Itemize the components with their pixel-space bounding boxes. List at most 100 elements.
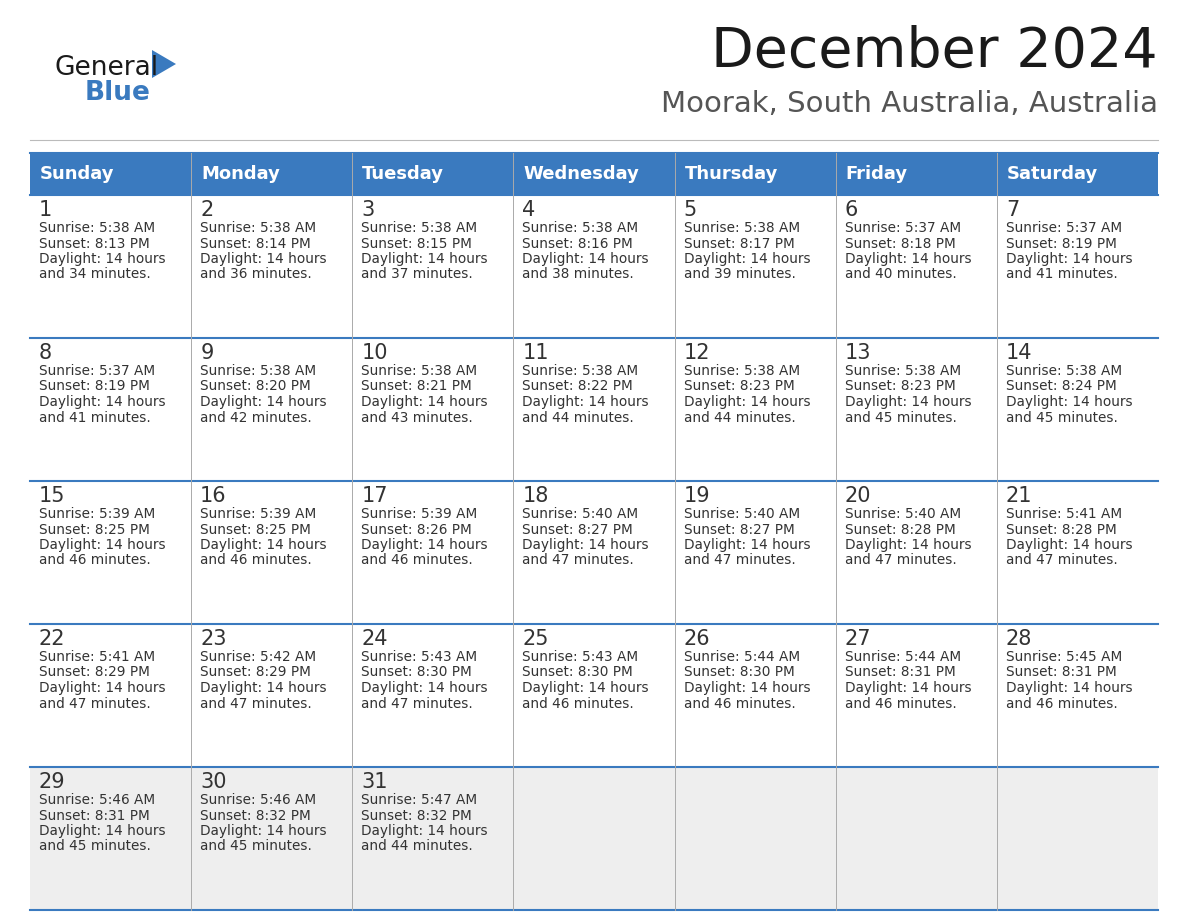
Text: Sunset: 8:30 PM: Sunset: 8:30 PM bbox=[523, 666, 633, 679]
Text: Sunrise: 5:38 AM: Sunrise: 5:38 AM bbox=[845, 364, 961, 378]
Text: Sunrise: 5:41 AM: Sunrise: 5:41 AM bbox=[1006, 507, 1121, 521]
Text: Wednesday: Wednesday bbox=[524, 165, 639, 183]
Polygon shape bbox=[152, 50, 176, 78]
Text: 27: 27 bbox=[845, 629, 871, 649]
Text: 6: 6 bbox=[845, 200, 858, 220]
Text: Sunrise: 5:40 AM: Sunrise: 5:40 AM bbox=[683, 507, 800, 521]
Text: 13: 13 bbox=[845, 343, 871, 363]
Text: and 47 minutes.: and 47 minutes. bbox=[361, 697, 473, 711]
Text: 28: 28 bbox=[1006, 629, 1032, 649]
Bar bbox=[30, 153, 1158, 195]
Text: Sunrise: 5:46 AM: Sunrise: 5:46 AM bbox=[39, 793, 156, 807]
Text: 15: 15 bbox=[39, 486, 65, 506]
Text: and 46 minutes.: and 46 minutes. bbox=[200, 554, 312, 567]
Text: and 44 minutes.: and 44 minutes. bbox=[523, 410, 634, 424]
Text: General: General bbox=[55, 55, 159, 81]
Text: Tuesday: Tuesday bbox=[362, 165, 444, 183]
Text: Daylight: 14 hours: Daylight: 14 hours bbox=[845, 252, 972, 266]
Text: 3: 3 bbox=[361, 200, 374, 220]
Text: and 45 minutes.: and 45 minutes. bbox=[1006, 410, 1118, 424]
Text: Sunrise: 5:37 AM: Sunrise: 5:37 AM bbox=[845, 221, 961, 235]
Text: Daylight: 14 hours: Daylight: 14 hours bbox=[200, 538, 327, 552]
Text: Daylight: 14 hours: Daylight: 14 hours bbox=[200, 395, 327, 409]
Text: Daylight: 14 hours: Daylight: 14 hours bbox=[1006, 681, 1132, 695]
Text: Sunrise: 5:37 AM: Sunrise: 5:37 AM bbox=[1006, 221, 1121, 235]
Text: Sunrise: 5:43 AM: Sunrise: 5:43 AM bbox=[361, 650, 478, 664]
Text: and 46 minutes.: and 46 minutes. bbox=[361, 554, 473, 567]
Text: Sunset: 8:15 PM: Sunset: 8:15 PM bbox=[361, 237, 472, 251]
Text: Sunset: 8:16 PM: Sunset: 8:16 PM bbox=[523, 237, 633, 251]
Text: 21: 21 bbox=[1006, 486, 1032, 506]
Text: Sunrise: 5:39 AM: Sunrise: 5:39 AM bbox=[361, 507, 478, 521]
Text: and 41 minutes.: and 41 minutes. bbox=[39, 410, 151, 424]
Text: and 47 minutes.: and 47 minutes. bbox=[200, 697, 312, 711]
Text: Sunset: 8:28 PM: Sunset: 8:28 PM bbox=[845, 522, 955, 536]
Text: Daylight: 14 hours: Daylight: 14 hours bbox=[523, 252, 649, 266]
Text: Blue: Blue bbox=[86, 80, 151, 106]
Text: Sunrise: 5:43 AM: Sunrise: 5:43 AM bbox=[523, 650, 639, 664]
Text: 12: 12 bbox=[683, 343, 710, 363]
Text: Sunset: 8:30 PM: Sunset: 8:30 PM bbox=[683, 666, 795, 679]
Text: Sunrise: 5:38 AM: Sunrise: 5:38 AM bbox=[200, 221, 316, 235]
Text: Daylight: 14 hours: Daylight: 14 hours bbox=[361, 538, 488, 552]
Text: Daylight: 14 hours: Daylight: 14 hours bbox=[200, 824, 327, 838]
Text: and 43 minutes.: and 43 minutes. bbox=[361, 410, 473, 424]
Text: 31: 31 bbox=[361, 772, 387, 792]
Text: Thursday: Thursday bbox=[684, 165, 778, 183]
Text: and 45 minutes.: and 45 minutes. bbox=[845, 410, 956, 424]
Text: 14: 14 bbox=[1006, 343, 1032, 363]
Text: Sunrise: 5:45 AM: Sunrise: 5:45 AM bbox=[1006, 650, 1123, 664]
Text: Sunset: 8:32 PM: Sunset: 8:32 PM bbox=[361, 809, 472, 823]
Text: 30: 30 bbox=[200, 772, 227, 792]
Text: Sunset: 8:13 PM: Sunset: 8:13 PM bbox=[39, 237, 150, 251]
Text: Sunrise: 5:44 AM: Sunrise: 5:44 AM bbox=[683, 650, 800, 664]
Text: Sunrise: 5:39 AM: Sunrise: 5:39 AM bbox=[39, 507, 156, 521]
Text: 26: 26 bbox=[683, 629, 710, 649]
Text: and 46 minutes.: and 46 minutes. bbox=[1006, 697, 1118, 711]
Text: Daylight: 14 hours: Daylight: 14 hours bbox=[683, 252, 810, 266]
Text: Daylight: 14 hours: Daylight: 14 hours bbox=[523, 538, 649, 552]
Text: Saturday: Saturday bbox=[1007, 165, 1098, 183]
Text: Sunrise: 5:37 AM: Sunrise: 5:37 AM bbox=[39, 364, 156, 378]
Text: Daylight: 14 hours: Daylight: 14 hours bbox=[845, 395, 972, 409]
Text: Sunrise: 5:46 AM: Sunrise: 5:46 AM bbox=[200, 793, 316, 807]
Text: Sunset: 8:19 PM: Sunset: 8:19 PM bbox=[1006, 237, 1117, 251]
Text: 10: 10 bbox=[361, 343, 387, 363]
Text: Sunset: 8:28 PM: Sunset: 8:28 PM bbox=[1006, 522, 1117, 536]
Text: December 2024: December 2024 bbox=[712, 25, 1158, 79]
Text: Sunrise: 5:38 AM: Sunrise: 5:38 AM bbox=[361, 221, 478, 235]
Text: and 44 minutes.: and 44 minutes. bbox=[683, 410, 795, 424]
Text: and 45 minutes.: and 45 minutes. bbox=[200, 839, 312, 854]
Text: Sunset: 8:31 PM: Sunset: 8:31 PM bbox=[39, 809, 150, 823]
Text: Daylight: 14 hours: Daylight: 14 hours bbox=[845, 681, 972, 695]
Text: Sunset: 8:18 PM: Sunset: 8:18 PM bbox=[845, 237, 955, 251]
Text: Sunrise: 5:38 AM: Sunrise: 5:38 AM bbox=[523, 221, 639, 235]
Text: Sunset: 8:17 PM: Sunset: 8:17 PM bbox=[683, 237, 795, 251]
Text: Moorak, South Australia, Australia: Moorak, South Australia, Australia bbox=[661, 90, 1158, 118]
Text: Sunset: 8:23 PM: Sunset: 8:23 PM bbox=[683, 379, 795, 394]
Text: Sunrise: 5:38 AM: Sunrise: 5:38 AM bbox=[361, 364, 478, 378]
Text: 9: 9 bbox=[200, 343, 214, 363]
Text: Sunday: Sunday bbox=[40, 165, 114, 183]
Text: and 37 minutes.: and 37 minutes. bbox=[361, 267, 473, 282]
Text: 7: 7 bbox=[1006, 200, 1019, 220]
Text: Sunset: 8:23 PM: Sunset: 8:23 PM bbox=[845, 379, 955, 394]
Text: Sunset: 8:25 PM: Sunset: 8:25 PM bbox=[200, 522, 311, 536]
Bar bbox=[30, 767, 1158, 910]
Text: Sunrise: 5:38 AM: Sunrise: 5:38 AM bbox=[523, 364, 639, 378]
Text: 29: 29 bbox=[39, 772, 65, 792]
Text: Daylight: 14 hours: Daylight: 14 hours bbox=[39, 538, 165, 552]
Text: Sunset: 8:19 PM: Sunset: 8:19 PM bbox=[39, 379, 150, 394]
Text: and 46 minutes.: and 46 minutes. bbox=[845, 697, 956, 711]
Text: Friday: Friday bbox=[846, 165, 908, 183]
Text: Daylight: 14 hours: Daylight: 14 hours bbox=[361, 681, 488, 695]
Text: Daylight: 14 hours: Daylight: 14 hours bbox=[845, 538, 972, 552]
Text: 8: 8 bbox=[39, 343, 52, 363]
Text: Sunset: 8:21 PM: Sunset: 8:21 PM bbox=[361, 379, 472, 394]
Text: and 46 minutes.: and 46 minutes. bbox=[523, 697, 634, 711]
Text: Sunset: 8:29 PM: Sunset: 8:29 PM bbox=[200, 666, 311, 679]
Text: 4: 4 bbox=[523, 200, 536, 220]
Text: Sunrise: 5:38 AM: Sunrise: 5:38 AM bbox=[39, 221, 156, 235]
Text: and 42 minutes.: and 42 minutes. bbox=[200, 410, 312, 424]
Text: 2: 2 bbox=[200, 200, 214, 220]
